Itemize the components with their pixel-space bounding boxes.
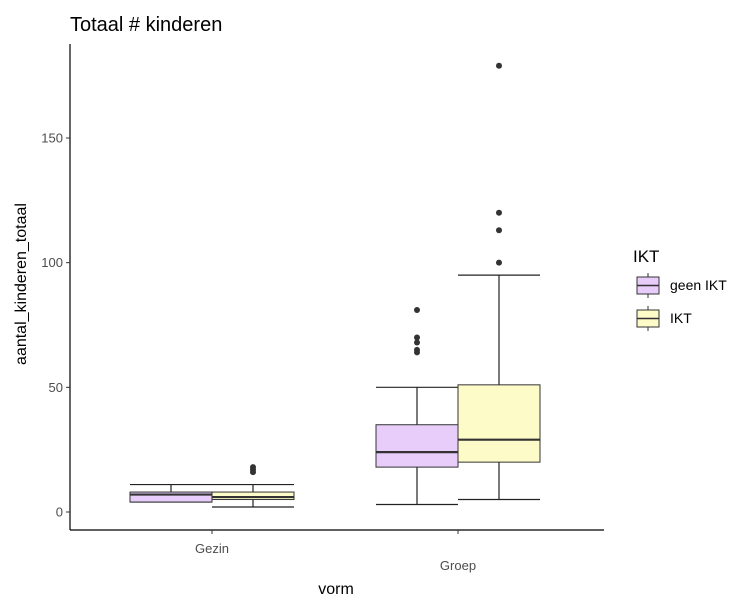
outlier-point bbox=[496, 259, 502, 266]
outlier-point bbox=[414, 346, 420, 353]
outlier-point bbox=[496, 209, 502, 216]
box bbox=[375, 424, 459, 468]
box bbox=[457, 384, 541, 463]
outlier-point bbox=[414, 339, 420, 346]
box bbox=[211, 491, 295, 501]
chart-title: Totaal # kinderen bbox=[70, 14, 222, 36]
legend: IKT geen IKT IKT bbox=[633, 247, 727, 331]
y-axis-title: aantal_kinderen_totaal bbox=[13, 203, 30, 365]
y-tick-label: 0 bbox=[56, 505, 63, 520]
x-axis: Gezin Groep bbox=[70, 529, 604, 573]
legend-label: IKT bbox=[670, 310, 692, 326]
plot-area bbox=[129, 62, 541, 508]
legend-title: IKT bbox=[633, 247, 659, 266]
x-axis-title: vorm bbox=[318, 581, 354, 596]
x-tick-label: Groep bbox=[440, 558, 476, 573]
x-tick-label: Gezin bbox=[195, 541, 229, 556]
y-tick-label: 100 bbox=[41, 255, 63, 270]
outlier-point bbox=[496, 227, 502, 234]
y-tick-label: 150 bbox=[41, 131, 63, 146]
legend-label: geen IKT bbox=[670, 277, 727, 293]
outlier-point bbox=[414, 334, 420, 341]
y-axis: 0 50 100 150 bbox=[41, 44, 71, 530]
y-tick-label: 50 bbox=[49, 380, 63, 395]
outlier-point bbox=[496, 62, 502, 69]
outlier-point bbox=[414, 307, 420, 314]
outlier-point bbox=[250, 464, 256, 471]
